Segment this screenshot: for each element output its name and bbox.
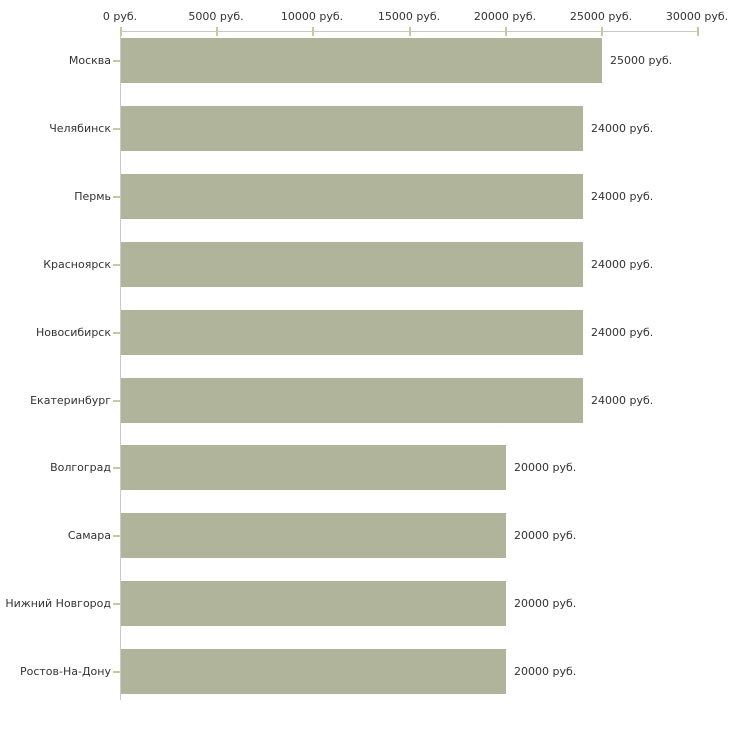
x-tick-mark [409,27,411,36]
value-label: 20000 руб. [514,529,577,542]
category-tick-mark [113,332,120,334]
value-bar [121,378,583,423]
value-label: 24000 руб. [591,326,654,339]
category-label: Самара [67,529,111,542]
category-tick-mark [113,671,120,673]
category-tick-mark [113,400,120,402]
value-label: 20000 руб. [514,461,577,474]
category-label: Волгоград [50,461,111,474]
category-label: Екатеринбург [30,394,111,407]
x-tick-label: 25000 руб. [569,10,633,23]
category-label: Москва [68,54,111,67]
value-label: 24000 руб. [591,394,654,407]
x-tick-label: 30000 руб. [665,10,729,23]
category-tick-mark [113,196,120,198]
category-label: Красноярск [43,258,111,271]
x-tick-label: 0 руб. [102,10,138,23]
value-label: 25000 руб. [610,54,673,67]
x-tick-mark [312,27,314,36]
category-tick-mark [113,60,120,62]
x-tick-label: 20000 руб. [473,10,537,23]
value-label: 20000 руб. [514,665,577,678]
category-tick-mark [113,467,120,469]
x-tick-mark [601,27,603,36]
category-label: Пермь [74,190,111,203]
category-label: Новосибирск [35,326,111,339]
value-bar [121,310,583,355]
x-tick-mark [505,27,507,36]
category-tick-mark [113,535,120,537]
value-bar [121,445,506,490]
category-label: Челябинск [49,122,111,135]
x-tick-label: 10000 руб. [280,10,344,23]
x-tick-mark [120,27,122,36]
value-bar [121,581,506,626]
value-bar [121,38,602,83]
value-bar [121,174,583,219]
value-bar [121,106,583,151]
category-label: Ростов-На-Дону [19,665,111,678]
value-label: 24000 руб. [591,190,654,203]
y-axis-line [120,31,121,700]
value-label: 24000 руб. [591,258,654,271]
value-bar [121,649,506,694]
x-tick-mark [216,27,218,36]
category-tick-mark [113,603,120,605]
x-tick-label: 15000 руб. [377,10,441,23]
x-tick-mark [697,27,699,36]
value-label: 20000 руб. [514,597,577,610]
value-label: 24000 руб. [591,122,654,135]
x-tick-label: 5000 руб. [188,10,244,23]
category-label: Нижний Новгород [5,597,111,610]
category-tick-mark [113,264,120,266]
category-tick-mark [113,128,120,130]
value-bar [121,242,583,287]
value-bar [121,513,506,558]
